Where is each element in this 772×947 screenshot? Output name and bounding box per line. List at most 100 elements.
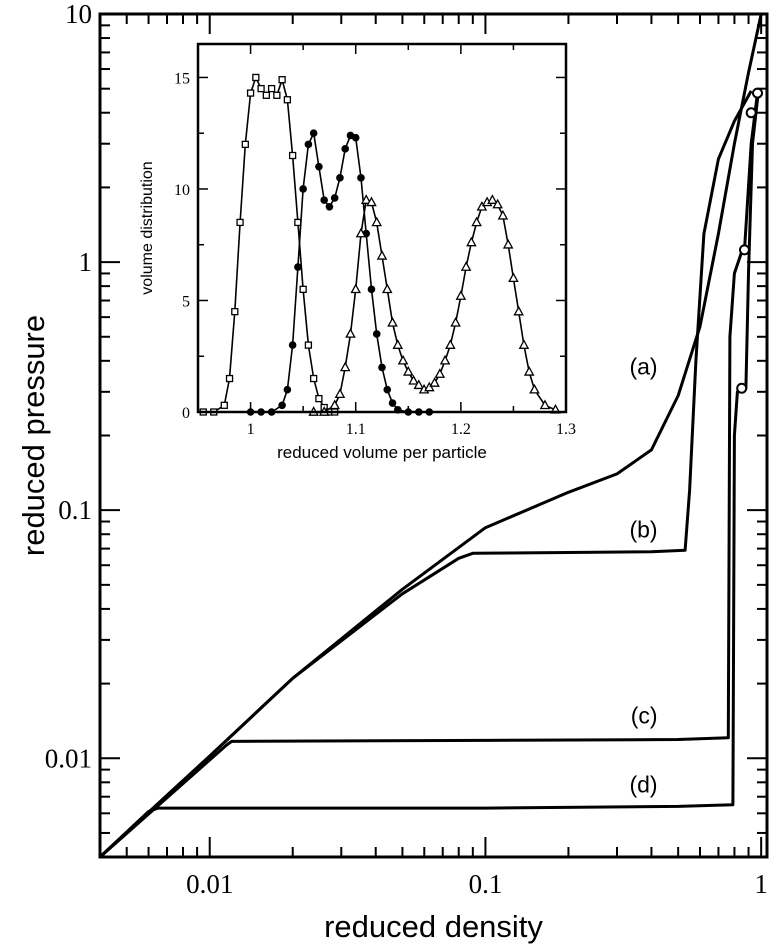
- filled-circle-marker: [351, 133, 360, 142]
- open-triangle-marker: [381, 283, 393, 294]
- open-square-marker: [257, 84, 265, 93]
- open-triangle-marker: [439, 354, 451, 365]
- open-triangle-marker: [497, 209, 509, 220]
- inset-x-tick-label: 1.2: [451, 421, 471, 438]
- filled-circle-marker: [378, 363, 386, 372]
- open-triangle-marker: [492, 198, 503, 209]
- series-curve: [99, 92, 759, 859]
- filled-circle-marker: [309, 129, 318, 138]
- curve-label: (c): [631, 703, 658, 729]
- open-triangle-marker: [487, 194, 498, 204]
- open-square-marker: [299, 285, 307, 293]
- open-triangle-marker: [366, 196, 377, 207]
- inset-y-tick-label: 5: [182, 293, 190, 310]
- curve-label: (a): [629, 353, 657, 379]
- inset-series-open-triangle: [308, 194, 561, 416]
- inset-ticks: [197, 44, 567, 413]
- filled-circle-marker: [367, 285, 376, 294]
- inset-x-tick-label: 1: [247, 421, 255, 438]
- open-triangle-marker: [513, 305, 524, 316]
- open-triangle-marker: [392, 339, 404, 349]
- open-square-marker: [304, 341, 313, 349]
- y-tick-label: 0.01: [45, 743, 92, 773]
- filled-circle-marker: [278, 401, 286, 410]
- open-square-marker: [315, 394, 323, 403]
- open-triangle-marker: [376, 250, 388, 260]
- open-square-marker: [273, 91, 281, 99]
- inset-y-tick-label: 15: [174, 70, 190, 87]
- open-triangle-marker: [397, 354, 409, 365]
- inset-x-axis-title: reduced volume per particle: [277, 443, 487, 462]
- open-square-marker: [225, 374, 234, 383]
- open-circle-marker: [736, 382, 748, 394]
- inset-x-tick-label: 1.3: [556, 421, 576, 438]
- main-tick-labels: 0.01 0.1 1 0.01 0.1 1 10: [45, 0, 768, 899]
- open-triangle-marker: [371, 216, 383, 227]
- curve-label: (b): [629, 517, 657, 543]
- open-triangle-marker: [334, 388, 346, 399]
- inset-x-tick-label: 1.1: [346, 421, 366, 438]
- filled-circle-marker: [304, 140, 313, 149]
- open-triangle-marker: [360, 194, 372, 204]
- open-triangle-marker: [355, 227, 367, 238]
- open-triangle-marker: [518, 339, 530, 349]
- main-x-axis-title: reduced density: [324, 909, 543, 944]
- open-square-marker: [283, 96, 292, 104]
- inset-background: [148, 40, 576, 474]
- filled-circle-marker: [357, 174, 365, 182]
- open-triangle-marker: [455, 290, 467, 300]
- filled-circle-marker: [372, 330, 381, 338]
- filled-circle-marker: [336, 174, 344, 182]
- filled-circle-marker: [294, 263, 302, 271]
- y-tick-label: 0.1: [58, 495, 92, 525]
- open-square-marker: [288, 151, 297, 160]
- open-triangle-marker: [329, 399, 340, 410]
- filled-circle-marker: [288, 341, 297, 349]
- main-markers: [736, 87, 764, 394]
- open-triangle-marker: [529, 383, 540, 394]
- inset-tick-labels: 1 1.1 1.2 1.3 0 5 10 15: [174, 70, 576, 438]
- open-triangle-marker: [413, 379, 425, 390]
- series-curve: [98, 90, 753, 859]
- filled-circle-marker: [325, 203, 334, 211]
- open-triangle-marker: [408, 374, 419, 385]
- open-triangle-marker: [387, 316, 398, 327]
- open-triangle-marker: [339, 361, 351, 372]
- open-triangle-marker: [350, 283, 362, 294]
- main-y-axis-title: reduced pressure: [16, 315, 51, 556]
- inset-y-axis-title: volume distribution: [139, 161, 156, 294]
- inset-plot-frame: [196, 42, 568, 414]
- open-triangle-marker: [523, 365, 535, 376]
- x-tick-label: 1: [754, 869, 768, 899]
- open-triangle-marker: [345, 328, 356, 338]
- main-ticks: [99, 13, 767, 858]
- open-triangle-marker: [429, 377, 440, 387]
- y-tick-label: 1: [79, 247, 93, 277]
- curve-labels: (a) (b) (c) (d): [629, 353, 657, 797]
- open-triangle-marker: [466, 236, 477, 247]
- open-square-marker: [278, 76, 286, 84]
- open-square-marker: [267, 84, 276, 93]
- filled-circle-marker: [388, 399, 397, 407]
- open-triangle-marker: [502, 238, 514, 249]
- open-triangle-marker: [402, 365, 414, 376]
- open-triangle-marker: [539, 399, 551, 410]
- x-tick-label: 0.01: [186, 869, 233, 899]
- open-triangle-marker: [471, 216, 482, 227]
- filled-circle-marker: [283, 385, 292, 394]
- open-triangle-marker: [434, 368, 446, 378]
- filled-circle-marker: [383, 385, 392, 394]
- open-circle-marker: [745, 107, 757, 119]
- open-square-marker: [262, 91, 270, 99]
- filled-circle-marker: [330, 194, 339, 202]
- filled-circle-marker: [320, 196, 328, 204]
- y-tick-label: 10: [65, 0, 92, 29]
- open-square-marker: [231, 307, 239, 316]
- open-square-marker: [241, 140, 249, 149]
- open-circle-marker: [738, 244, 750, 256]
- open-square-marker: [252, 73, 260, 82]
- x-tick-label: 0.1: [469, 869, 503, 899]
- open-square-marker: [310, 374, 318, 383]
